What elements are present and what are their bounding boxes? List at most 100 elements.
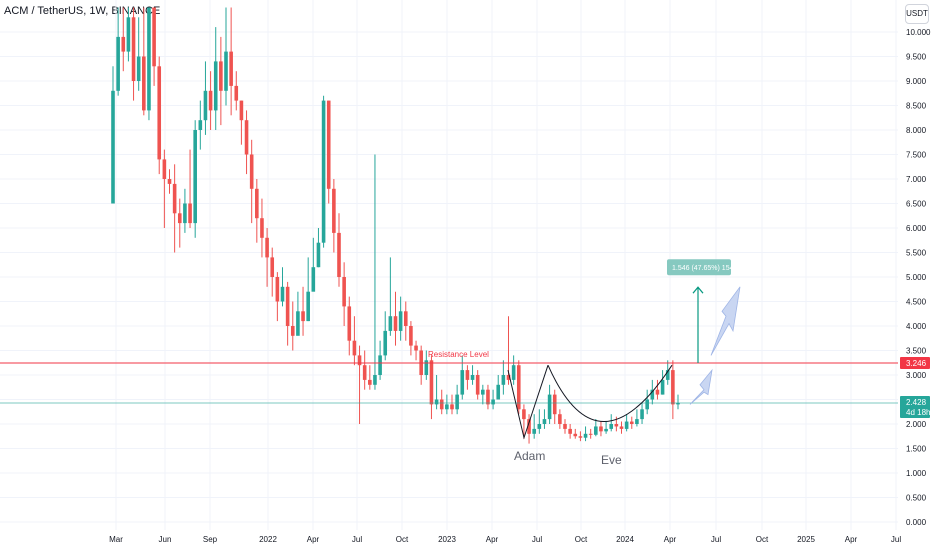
candle-body xyxy=(198,120,203,130)
candle-body xyxy=(244,120,249,155)
candle xyxy=(655,379,660,400)
candle-body xyxy=(285,286,290,326)
currency-button[interactable]: USDT xyxy=(905,4,929,24)
candle xyxy=(357,345,362,424)
candle-body xyxy=(378,355,382,375)
candle-body xyxy=(162,159,167,179)
candle xyxy=(265,228,269,287)
candle xyxy=(342,262,346,326)
x-tick-label: 2024 xyxy=(616,535,634,544)
candle xyxy=(301,286,305,336)
candle xyxy=(599,421,603,437)
candle-body xyxy=(537,424,542,429)
candle xyxy=(172,164,177,253)
candle xyxy=(619,421,624,434)
candle-body xyxy=(604,428,608,432)
candle xyxy=(321,95,326,248)
candle-body xyxy=(660,379,665,395)
candle-body xyxy=(280,286,285,302)
candle-body xyxy=(496,384,501,400)
adam-label: Adam xyxy=(514,449,545,463)
candle-body xyxy=(434,399,439,405)
candle-body xyxy=(255,188,259,219)
candle-body xyxy=(167,179,172,184)
candle-body xyxy=(414,345,418,351)
candle xyxy=(183,188,187,233)
candle xyxy=(434,375,439,410)
y-tick-label: 5.500 xyxy=(906,249,927,258)
candle xyxy=(147,7,151,121)
candle xyxy=(665,360,670,385)
resistance-price-text: 3.246 xyxy=(906,359,927,368)
candle xyxy=(177,198,182,248)
x-tick-label: Apr xyxy=(845,535,858,544)
candle-body xyxy=(393,316,398,331)
candle-body xyxy=(594,426,598,435)
candle-body xyxy=(208,90,213,111)
candle xyxy=(547,384,552,424)
candle-body xyxy=(619,426,624,429)
candle-body xyxy=(260,218,264,238)
y-tick-label: 7.500 xyxy=(906,151,927,160)
candle xyxy=(229,7,233,116)
candle-body xyxy=(188,203,192,224)
candle xyxy=(326,100,331,204)
candle xyxy=(624,414,629,432)
candle xyxy=(255,179,259,243)
projection-arrow xyxy=(689,368,713,405)
candle-body xyxy=(614,424,619,427)
x-axis[interactable]: Mar Jun Sep 2022 Apr Jul Oct 2023 Apr Jul Oct 2024 A… xyxy=(109,535,901,544)
y-tick-label: 3.000 xyxy=(906,371,927,380)
candle xyxy=(213,27,218,130)
candle-body xyxy=(311,267,316,292)
candle-body xyxy=(671,370,675,405)
candle-body xyxy=(131,17,136,81)
candle-body xyxy=(578,436,583,438)
candle xyxy=(111,66,115,204)
candle-body xyxy=(157,66,162,160)
candle xyxy=(142,7,146,116)
candle xyxy=(578,431,583,442)
candle xyxy=(532,414,536,439)
x-tick-label: Jul xyxy=(352,535,362,544)
candle xyxy=(676,394,680,410)
candle xyxy=(362,350,367,390)
candle xyxy=(450,394,454,415)
y-tick-label: 9.000 xyxy=(906,77,927,86)
candle-body xyxy=(147,7,151,111)
candle xyxy=(116,7,120,96)
candle xyxy=(558,409,562,429)
candle-body xyxy=(588,433,593,435)
candle xyxy=(311,237,316,292)
candle-body xyxy=(552,394,557,415)
candle xyxy=(511,355,516,385)
eve-label: Eve xyxy=(601,453,622,467)
candle-body xyxy=(409,326,413,346)
y-tick-label: 6.500 xyxy=(906,200,927,209)
candle-body xyxy=(193,130,197,224)
x-tick-label: Jul xyxy=(711,535,721,544)
y-axis[interactable]: 10.000 9.500 9.000 8.500 8.000 7.500 7.000 6.50… xyxy=(906,28,931,527)
candle-body xyxy=(352,340,357,356)
candle-body xyxy=(568,428,572,434)
candle xyxy=(588,428,593,439)
candle-body xyxy=(609,424,614,429)
candle-body xyxy=(213,61,218,111)
candle-body xyxy=(424,360,429,375)
candle-body xyxy=(460,370,465,395)
candle-body xyxy=(321,100,326,243)
candle-body xyxy=(275,277,280,302)
candle xyxy=(208,71,213,130)
candle xyxy=(445,394,449,415)
candle-body xyxy=(542,419,547,424)
candle xyxy=(527,414,531,444)
candle xyxy=(368,365,372,390)
current-price-tag xyxy=(900,396,930,419)
target-label: 1.546 (47.65%) 1546 xyxy=(672,265,737,272)
candle xyxy=(275,272,280,322)
candle-body xyxy=(491,399,495,405)
candle xyxy=(481,384,485,405)
candle-body xyxy=(136,56,141,81)
candle-body xyxy=(398,311,403,331)
